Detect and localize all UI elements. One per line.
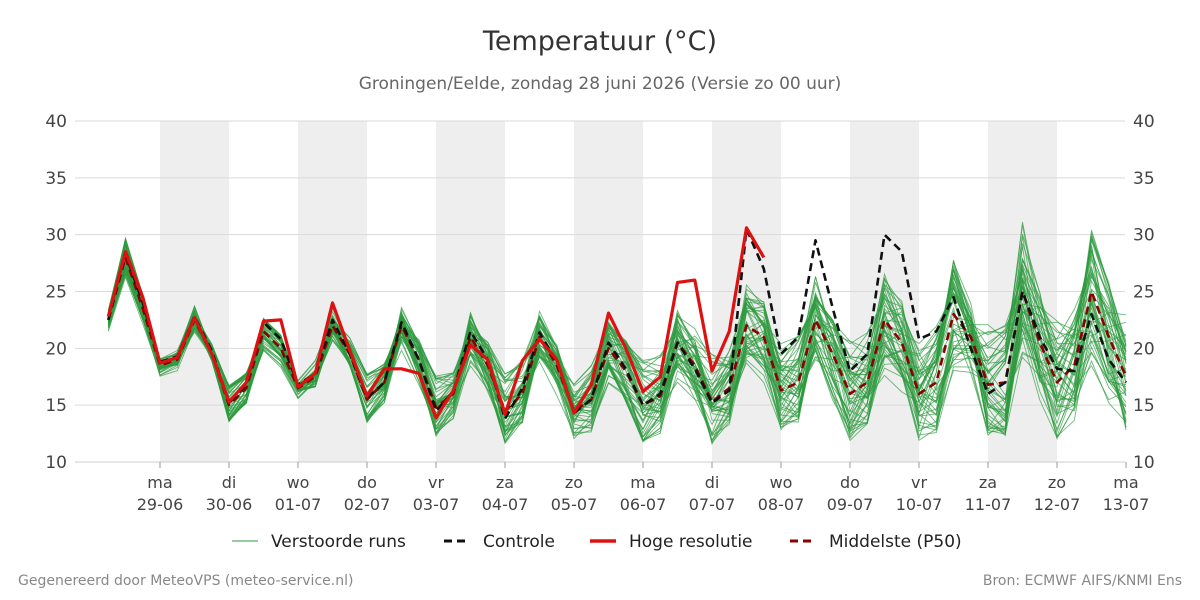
x-tick-date-0: 29-06 — [137, 495, 184, 514]
x-tick-day-11: vr — [911, 473, 927, 492]
x-tick-date-7: 06-07 — [620, 495, 667, 514]
x-tick-date-10: 09-07 — [827, 495, 874, 514]
x-tick-day-9: wo — [770, 473, 793, 492]
perturbed-run-49 — [107, 233, 1127, 437]
y-tick-left-25: 25 — [45, 283, 67, 303]
x-tick-day-8: di — [705, 473, 720, 492]
legend-label-1: Controle — [483, 532, 555, 552]
y-tick-right-20: 20 — [1133, 339, 1155, 359]
y-tick-left-40: 40 — [45, 112, 67, 132]
x-tick-date-3: 02-07 — [344, 495, 391, 514]
x-tick-day-3: do — [357, 473, 377, 492]
x-tick-day-14: ma — [1113, 473, 1138, 492]
x-tick-day-4: vr — [428, 473, 444, 492]
y-tick-left-15: 15 — [45, 396, 67, 416]
x-tick-day-1: di — [222, 473, 237, 492]
perturbed-run-46 — [107, 240, 1127, 435]
main-series — [106, 226, 1128, 421]
y-axes: 10 10 15 15 20 20 25 25 30 30 35 35 40 40 — [45, 112, 1154, 473]
y-tick-right-35: 35 — [1133, 169, 1155, 189]
x-axis: ma 29-06 di 30-06 wo 01-07 do 02-07 vr 03-07 za 04-… — [75, 461, 1150, 514]
perturbed-run-45 — [107, 275, 1127, 435]
y-tick-right-10: 10 — [1133, 453, 1155, 473]
x-tick-date-6: 05-07 — [551, 495, 598, 514]
y-tick-right-25: 25 — [1133, 283, 1155, 303]
y-tick-left-35: 35 — [45, 169, 67, 189]
perturbed-run-35 — [107, 241, 1127, 443]
x-tick-date-4: 03-07 — [413, 495, 460, 514]
x-tick-day-13: zo — [1048, 473, 1066, 492]
x-tick-day-5: za — [496, 473, 514, 492]
series-controle — [107, 227, 1128, 421]
credit-right: Bron: ECMWF AIFS/KNMI Ens — [983, 573, 1182, 589]
perturbed-run-12 — [107, 264, 1127, 438]
series-hoge-resolutie — [106, 226, 766, 420]
legend-label-2: Hoge resolutie — [629, 532, 753, 552]
x-tick-day-10: do — [840, 473, 860, 492]
legend: Verstoorde runs Controle Hoge resolutie Mid… — [232, 532, 962, 552]
x-tick-date-14: 13-07 — [1103, 495, 1150, 514]
perturbed-run-28 — [107, 268, 1127, 411]
x-tick-day-0: ma — [147, 473, 172, 492]
x-tick-date-11: 10-07 — [896, 495, 943, 514]
legend-label-3: Middelste (P50) — [829, 532, 962, 552]
chart-title: Temperatuur (°C) — [482, 26, 717, 57]
x-tick-date-12: 11-07 — [965, 495, 1012, 514]
x-tick-date-1: 30-06 — [206, 495, 253, 514]
perturbed-run-43 — [107, 229, 1127, 438]
y-tick-left-20: 20 — [45, 339, 67, 359]
y-tick-left-10: 10 — [45, 453, 67, 473]
x-tick-date-5: 04-07 — [482, 495, 529, 514]
x-tick-day-12: za — [979, 473, 997, 492]
credit-left: Gegenereerd door MeteoVPS (meteo-service… — [18, 573, 353, 589]
x-tick-date-2: 01-07 — [275, 495, 322, 514]
legend-label-0: Verstoorde runs — [271, 532, 406, 552]
x-tick-date-13: 12-07 — [1034, 495, 1081, 514]
perturbed-run-34 — [107, 265, 1127, 436]
series-middelste-p50 — [107, 256, 1128, 413]
y-tick-left-30: 30 — [45, 226, 67, 246]
x-tick-day-2: wo — [287, 473, 310, 492]
x-tick-day-6: zo — [565, 473, 583, 492]
x-tick-date-9: 08-07 — [758, 495, 805, 514]
perturbed-run-44 — [107, 248, 1127, 424]
y-tick-right-15: 15 — [1133, 396, 1155, 416]
x-tick-date-8: 07-07 — [689, 495, 736, 514]
y-tick-right-30: 30 — [1133, 226, 1155, 246]
perturbed-run-25 — [107, 265, 1127, 410]
x-tick-day-7: ma — [630, 473, 655, 492]
y-tick-right-40: 40 — [1133, 112, 1155, 132]
perturbed-runs — [107, 221, 1127, 446]
chart-subtitle: Groningen/Eelde, zondag 28 juni 2026 (Ve… — [359, 74, 842, 94]
